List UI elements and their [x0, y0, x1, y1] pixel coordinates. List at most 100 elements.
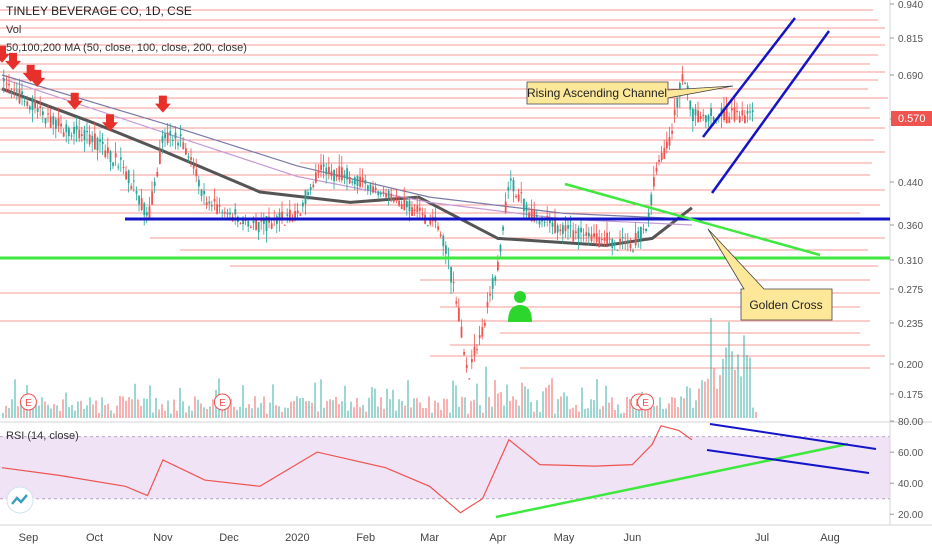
volume-bar: [545, 387, 547, 418]
volume-bar: [107, 403, 109, 418]
candle-body: [723, 107, 725, 121]
volume-bar: [644, 406, 646, 418]
candle-body: [70, 135, 73, 137]
candle-body: [647, 212, 650, 217]
candle-body: [224, 211, 226, 214]
volume-bar: [182, 401, 184, 418]
volume-bar: [302, 397, 304, 418]
rsi-band: [0, 436, 890, 499]
candle-body: [16, 90, 18, 92]
volume-bar: [29, 406, 31, 418]
time-tick-label: Oct: [86, 532, 103, 544]
candle-body: [621, 237, 624, 239]
candle-body: [356, 175, 359, 187]
earnings-marker[interactable]: E: [19, 393, 37, 411]
candle-body: [546, 215, 549, 219]
volume-bar: [551, 378, 553, 418]
candle-body: [164, 133, 166, 139]
candle-body: [738, 116, 741, 123]
candle-body: [315, 172, 317, 183]
earnings-label: E: [642, 398, 649, 409]
trend-lines[interactable]: [0, 17, 890, 519]
volume-bar: [329, 399, 331, 418]
candle-body: [455, 301, 458, 304]
volume-bar: [59, 410, 61, 418]
volume-bar: [197, 399, 199, 418]
candle-body: [637, 231, 640, 239]
candle-body: [512, 180, 515, 192]
candle-body: [377, 191, 380, 196]
volume-bar: [335, 396, 337, 418]
volume-bar: [320, 379, 322, 418]
volume-bar: [23, 406, 25, 418]
volume-bar: [473, 399, 475, 418]
earnings-label: E: [25, 398, 32, 409]
candle-body: [543, 221, 546, 223]
volume-bar: [590, 399, 592, 418]
earnings-marker[interactable]: E: [637, 393, 655, 411]
volume-bar: [731, 351, 733, 418]
candle-body: [733, 107, 736, 121]
volume-bar: [161, 404, 163, 418]
volume-bar: [272, 384, 274, 418]
volume-bar: [722, 359, 724, 418]
candle-body: [78, 129, 81, 139]
volume-bar: [56, 405, 58, 418]
candle-body: [255, 220, 257, 230]
candle-body: [31, 97, 34, 111]
volume-bar: [728, 321, 730, 418]
volume-bar: [155, 397, 157, 418]
volume-bar: [74, 410, 76, 418]
earnings-circle: [213, 393, 231, 411]
candle-body: [567, 225, 569, 229]
candle-body: [309, 187, 312, 190]
volume-bar: [455, 385, 457, 418]
earnings-marker[interactable]: E: [213, 393, 231, 411]
candle-body: [569, 225, 572, 227]
candle-body: [156, 171, 159, 177]
volume-bar: [128, 397, 130, 418]
volume-bar: [53, 404, 55, 418]
axes: 0.940 0.815 0.690 0.440 0.360 0.310 0.275 0.235…: [19, 0, 924, 544]
volume-bar: [656, 405, 658, 418]
candle-body: [159, 150, 161, 164]
candle-body: [559, 229, 562, 232]
volume-bar: [464, 397, 466, 418]
candle-body: [359, 176, 361, 187]
person-icon: [508, 291, 532, 322]
candle-body: [491, 278, 494, 289]
candle-body: [398, 200, 400, 206]
candle-body: [619, 238, 621, 244]
price-tick-label: 0.175: [898, 390, 923, 401]
volume-bar: [164, 410, 166, 418]
candle-body: [354, 177, 356, 185]
price-tick-label: 0.200: [898, 360, 923, 371]
volume-bar: [725, 347, 727, 418]
volume-bar: [248, 404, 250, 418]
volume-bar: [425, 407, 427, 418]
candle-body: [681, 74, 684, 82]
volume-bar: [683, 398, 685, 418]
candle-body: [411, 207, 413, 216]
volume-bar: [173, 399, 175, 418]
earnings-markers[interactable]: EEEE: [19, 393, 655, 411]
candle-body: [68, 128, 70, 137]
candle-body: [367, 185, 369, 191]
candle-body: [296, 210, 299, 214]
candle-body: [614, 243, 616, 246]
candle-body: [208, 201, 211, 204]
volume-bar: [401, 400, 403, 418]
volume-bar: [494, 380, 496, 418]
volume-bar: [530, 401, 532, 418]
volume-bar: [254, 396, 256, 418]
down-arrow-icon: [22, 64, 39, 82]
volume-bar: [68, 407, 70, 418]
volume-bar: [269, 402, 271, 418]
candle-body: [577, 228, 580, 239]
volume-bar: [707, 378, 709, 418]
price-tick-label: 0.235: [898, 319, 923, 330]
rsi-line: [1, 425, 693, 514]
candle-body: [676, 98, 679, 108]
